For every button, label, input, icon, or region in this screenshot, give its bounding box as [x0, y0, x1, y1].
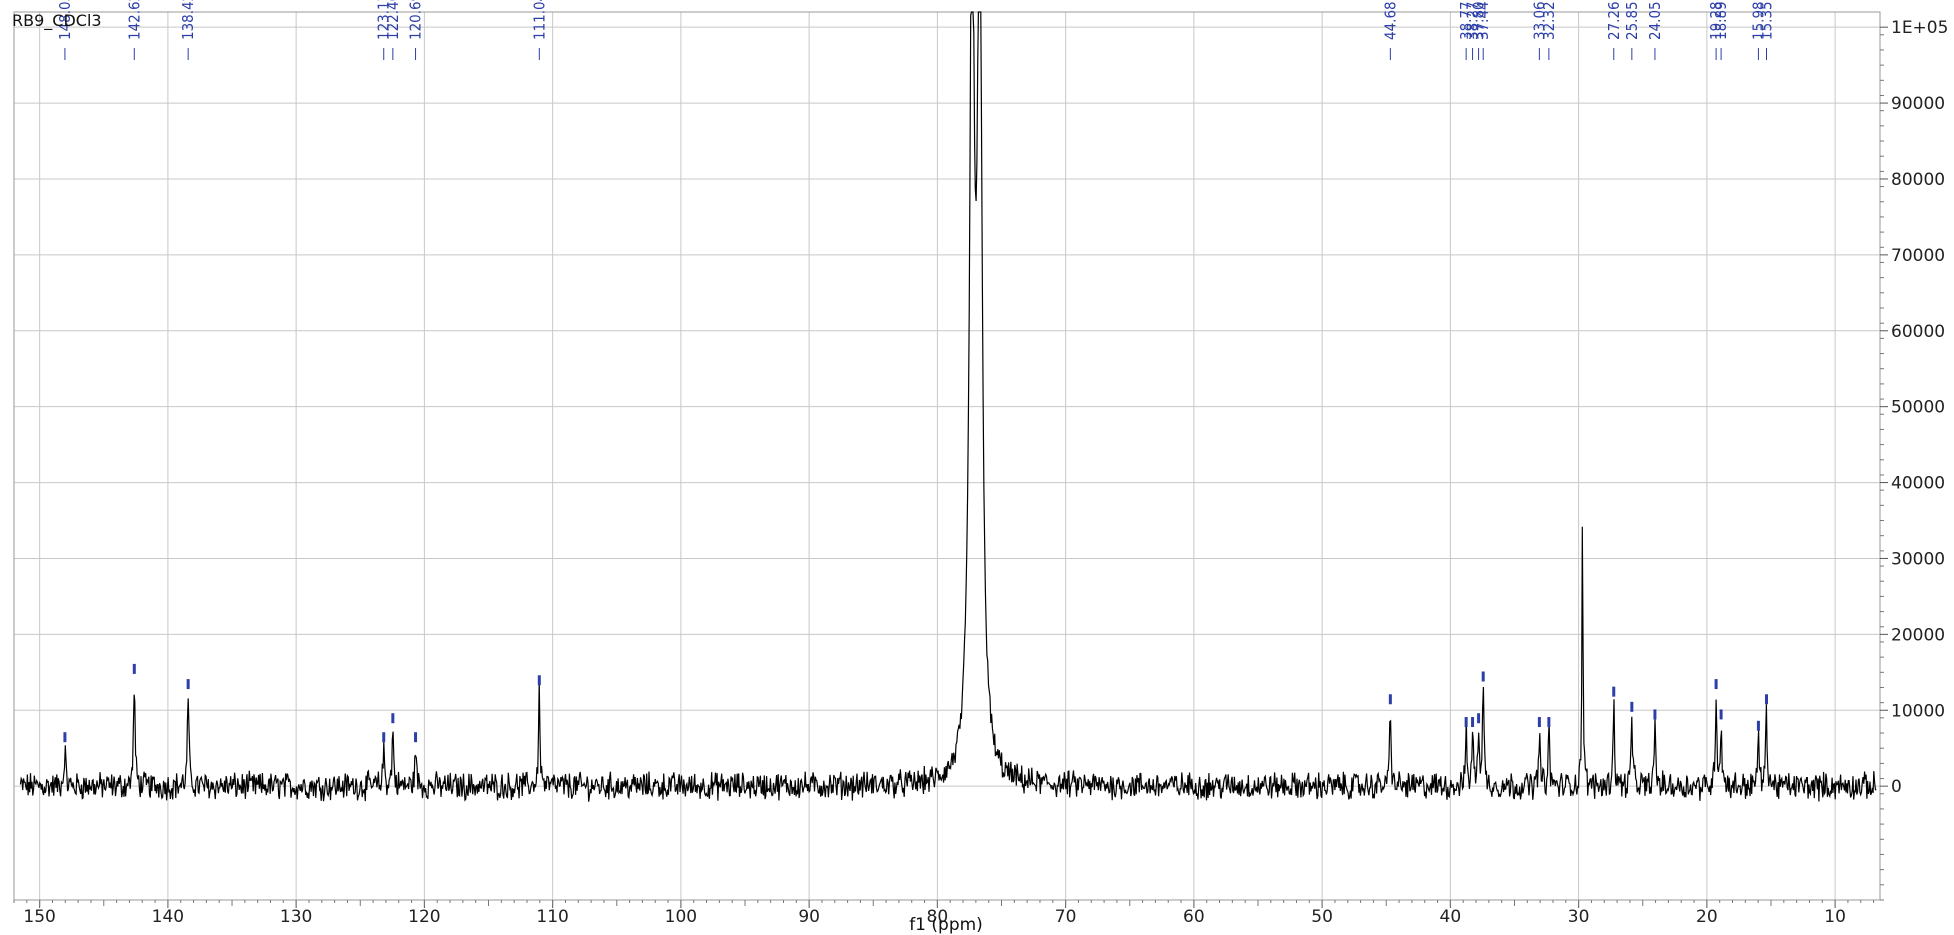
x-tick-label: 40	[1440, 907, 1462, 927]
peak-value-label: 37.44	[1474, 1, 1492, 40]
peak-label-group: 19.28	[1707, 1, 1725, 690]
peak-label-group: 38.77	[1457, 1, 1475, 728]
peak-value-label: 27.26	[1605, 1, 1623, 40]
peak-value-label: 44.68	[1381, 1, 1399, 40]
peak-value-label: 18.89	[1712, 1, 1730, 40]
x-tick-label: 150	[23, 907, 55, 927]
peak-value-label: 32.32	[1540, 1, 1558, 40]
y-tick-label: 20000	[1891, 625, 1945, 645]
peak-value-label: 123.17	[375, 0, 393, 40]
peak-label-group: 18.89	[1712, 1, 1730, 720]
axes: 150 140 130 120 110 100 90 80 70 60 50 40 30 20 10 1E+0…	[13, 11, 1948, 927]
peak-label-group: 142.62	[125, 0, 143, 674]
peak-value-label: 111.04	[530, 0, 548, 40]
peak-label-group: 33.06	[1530, 1, 1548, 728]
peak-label-group: 25.85	[1623, 1, 1641, 712]
peak-label-group: 111.04	[530, 0, 548, 686]
peak-value-label: 142.62	[125, 0, 143, 40]
peak-label-group: 38.27	[1464, 1, 1482, 728]
spectrum	[19, 11, 1877, 802]
y-tick-label: 40000	[1891, 474, 1945, 494]
y-tick-label: 10000	[1891, 701, 1945, 721]
peak-value-label: 19.28	[1707, 1, 1725, 40]
peak-value-label: 33.06	[1530, 1, 1548, 40]
peak-label-group: 24.05	[1646, 1, 1664, 720]
peak-label-group: 37.44	[1474, 1, 1492, 682]
peak-label-group: 32.32	[1540, 1, 1558, 728]
y-tick-label: 60000	[1891, 322, 1945, 342]
grid-lines	[14, 12, 1880, 900]
peak-label-group: 15.35	[1758, 1, 1776, 705]
y-tick-label: 50000	[1891, 398, 1945, 418]
plot-frame	[13, 11, 1881, 901]
x-tick-label: 60	[1183, 907, 1205, 927]
x-tick-label: 80	[927, 907, 949, 927]
peak-label-group: 122.46	[384, 0, 402, 724]
peak-label-group: 44.68	[1381, 1, 1399, 705]
peak-label-group: 120.69	[407, 0, 425, 743]
x-tick-label: 30	[1568, 907, 1590, 927]
x-tick-label: 130	[280, 907, 312, 927]
x-tick-label: 110	[536, 907, 568, 927]
peak-value-label: 15.35	[1758, 1, 1776, 40]
x-tick-label: 120	[408, 907, 440, 927]
peak-value-label: 24.05	[1646, 1, 1664, 40]
x-tick-label: 20	[1696, 907, 1718, 927]
peak-label-group: 138.42	[179, 0, 197, 690]
x-tick-label: 10	[1824, 907, 1846, 927]
peak-value-label: 122.46	[384, 0, 402, 40]
peak-label-group: 148.03	[56, 0, 74, 743]
peak-value-label: 120.69	[407, 0, 425, 40]
peak-label-group: 37.80	[1470, 1, 1488, 724]
x-tick-label: 90	[798, 907, 820, 927]
chart-title: RB9_CDCl3	[12, 11, 102, 31]
peak-value-label: 148.03	[56, 0, 74, 40]
peak-label-group: 15.98	[1749, 1, 1767, 731]
peak-value-label: 15.98	[1749, 1, 1767, 40]
peak-label-group: 123.17	[375, 0, 393, 743]
x-tick-label: 50	[1311, 907, 1333, 927]
y-tick-label: 90000	[1891, 94, 1945, 114]
peak-label-group: 27.26	[1605, 1, 1623, 697]
x-tick-label: 100	[665, 907, 697, 927]
x-tick-label: 70	[1055, 907, 1077, 927]
peak-value-label: 37.80	[1470, 1, 1488, 40]
peak-value-label: 25.85	[1623, 1, 1641, 40]
peak-value-label: 38.77	[1457, 1, 1475, 40]
y-tick-label: 80000	[1891, 170, 1945, 190]
y-tick-label: 70000	[1891, 246, 1945, 266]
peak-value-label: 138.42	[179, 0, 197, 40]
x-tick-label: 140	[152, 907, 184, 927]
y-tick-label: 1E+05	[1891, 18, 1948, 38]
peak-value-label: 38.27	[1464, 1, 1482, 40]
y-tick-label: 0	[1891, 777, 1902, 797]
spectrum-trace	[19, 11, 1877, 802]
x-axis-label: f1 (ppm)	[909, 915, 983, 935]
y-tick-label: 30000	[1891, 549, 1945, 569]
